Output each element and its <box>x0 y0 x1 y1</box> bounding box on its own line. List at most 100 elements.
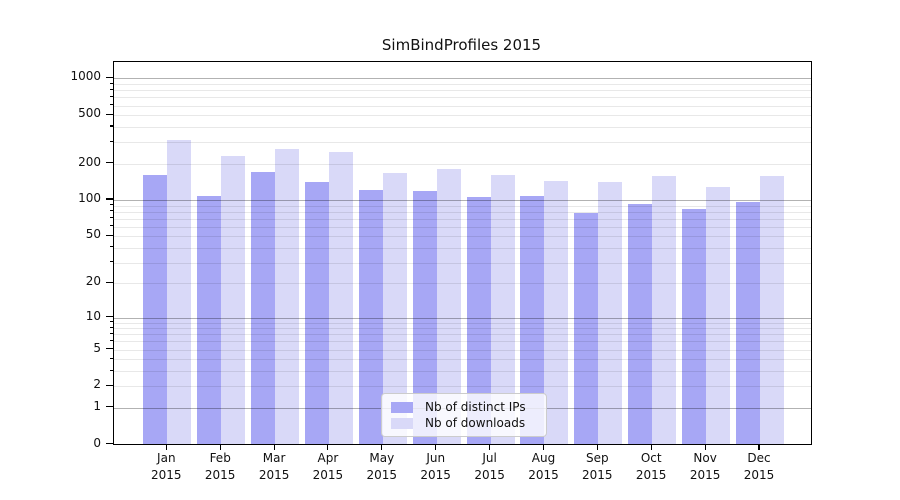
x-tick-month: Jan <box>157 450 176 465</box>
y-tick-label-2: 2 <box>93 377 101 392</box>
bar-distinct-ips-feb <box>197 195 222 444</box>
legend-label-downloads: Nb of downloads <box>425 416 526 430</box>
x-tick-month: Sep <box>585 450 609 465</box>
y-gridline-major-1000 <box>114 78 811 80</box>
legend: Nb of distinct IPs Nb of downloads <box>381 393 547 437</box>
x-tick-month: Jun <box>426 450 446 465</box>
y-gridline-minor-800 <box>114 90 811 92</box>
x-tick-label-aug: Aug 2015 <box>517 450 571 484</box>
bar-distinct-ips-apr <box>304 181 329 444</box>
x-tick-label-sep: Sep 2015 <box>570 450 624 484</box>
y-tick-200 <box>106 161 113 164</box>
bar-downloads-nov <box>706 186 731 444</box>
bar-downloads-jan <box>167 139 192 444</box>
x-tick-year: 2015 <box>312 467 344 482</box>
x-tick-month: Dec <box>747 450 771 465</box>
bar-distinct-ips-sep <box>574 213 599 444</box>
downloads-swatch <box>391 417 413 429</box>
y-gridline-minor-40 <box>114 247 811 249</box>
x-tick-label-apr: Apr 2015 <box>301 450 355 484</box>
x-tick-month: Feb <box>209 450 231 465</box>
bar-downloads-aug <box>544 180 569 444</box>
y-gridline-minor-5 <box>114 349 811 351</box>
y-gridline-minor-9 <box>114 322 811 324</box>
y-tick-label-50: 50 <box>85 227 101 242</box>
x-tick-year: 2015 <box>743 467 775 482</box>
bar-downloads-sep <box>598 181 623 444</box>
x-tick-mar <box>273 444 275 450</box>
y-tick-1 <box>106 406 113 408</box>
x-tick-label-dec: Dec 2015 <box>732 450 786 484</box>
y-gridline-minor-300 <box>114 142 811 144</box>
y-tick-label-500: 500 <box>78 106 101 121</box>
y-tick-label-10: 10 <box>85 308 101 323</box>
x-tick-jun <box>435 444 437 450</box>
y-gridline-minor-2 <box>114 386 811 388</box>
x-tick-label-oct: Oct 2015 <box>624 450 678 484</box>
bar-downloads-dec <box>759 176 784 444</box>
distinct-ips-swatch <box>391 401 413 413</box>
x-tick-year: 2015 <box>582 467 613 482</box>
x-tick-year: 2015 <box>689 467 721 482</box>
y-tick-label-200: 200 <box>78 154 101 169</box>
y-gridline-minor-20 <box>114 283 811 285</box>
y-tick-label-20: 20 <box>85 274 101 289</box>
x-tick-year: 2015 <box>420 467 451 482</box>
y-gridline-minor-7 <box>114 334 811 336</box>
y-tick-50 <box>106 234 113 236</box>
x-tick-month: Mar <box>262 450 286 465</box>
y-gridline-minor-8 <box>114 328 811 330</box>
x-tick-oct <box>650 444 652 450</box>
x-tick-label-feb: Feb 2015 <box>193 450 247 484</box>
x-tick-year: 2015 <box>258 467 290 482</box>
x-tick-dec <box>758 444 760 450</box>
x-tick-month: May <box>369 450 395 465</box>
y-tick-10 <box>106 315 113 318</box>
bar-distinct-ips-mar <box>251 171 276 444</box>
y-tick-100 <box>106 198 113 200</box>
y-gridline-minor-80 <box>114 211 811 213</box>
plot-area <box>113 61 812 445</box>
bar-downloads-mar <box>275 149 300 444</box>
bar-downloads-oct <box>652 176 677 444</box>
bar-downloads-apr <box>328 152 353 444</box>
y-tick-label-1: 1 <box>93 398 101 413</box>
y-gridline-minor-70 <box>114 218 811 220</box>
x-tick-label-mar: Mar 2015 <box>247 450 301 484</box>
y-tick-20 <box>106 281 113 283</box>
x-tick-month: Oct <box>640 450 662 465</box>
x-tick-apr <box>327 444 329 450</box>
y-gridline-minor-200 <box>114 163 811 165</box>
legend-item-downloads: Nb of downloads <box>391 416 538 430</box>
grid-layer <box>114 62 811 444</box>
x-tick-label-may: May 2015 <box>355 450 409 484</box>
x-tick-year: 2015 <box>204 467 236 482</box>
x-tick-year: 2015 <box>635 467 667 482</box>
y-gridline-minor-4 <box>114 359 811 361</box>
y-tick-label-5: 5 <box>93 340 101 355</box>
bar-downloads-feb <box>221 155 246 444</box>
y-gridline-minor-3 <box>114 371 811 372</box>
y-tick-1000 <box>106 76 113 78</box>
y-gridline-minor-400 <box>114 126 811 128</box>
chart-title: SimBindProfiles 2015 <box>381 36 542 54</box>
y-gridline-minor-6 <box>114 341 811 343</box>
y-gridline-major-100 <box>114 200 811 201</box>
x-tick-month: Apr <box>317 450 339 465</box>
x-tick-year: 2015 <box>528 467 559 482</box>
y-gridline-minor-50 <box>114 236 811 238</box>
x-tick-year: 2015 <box>474 467 505 482</box>
y-gridline-minor-600 <box>114 105 811 107</box>
x-tick-label-jan: Jan 2015 <box>139 450 193 484</box>
x-tick-label-nov: Nov 2015 <box>678 450 732 484</box>
x-tick-label-jul: Jul 2015 <box>463 450 517 484</box>
bar-distinct-ips-oct <box>628 203 653 444</box>
x-tick-may <box>381 444 383 450</box>
x-tick-year: 2015 <box>366 467 398 482</box>
y-gridline-minor-700 <box>114 97 811 99</box>
y-tick-0 <box>106 442 113 445</box>
y-tick-500 <box>106 113 113 115</box>
y-tick-label-100: 100 <box>78 191 101 205</box>
y-gridline-minor-60 <box>114 226 811 228</box>
